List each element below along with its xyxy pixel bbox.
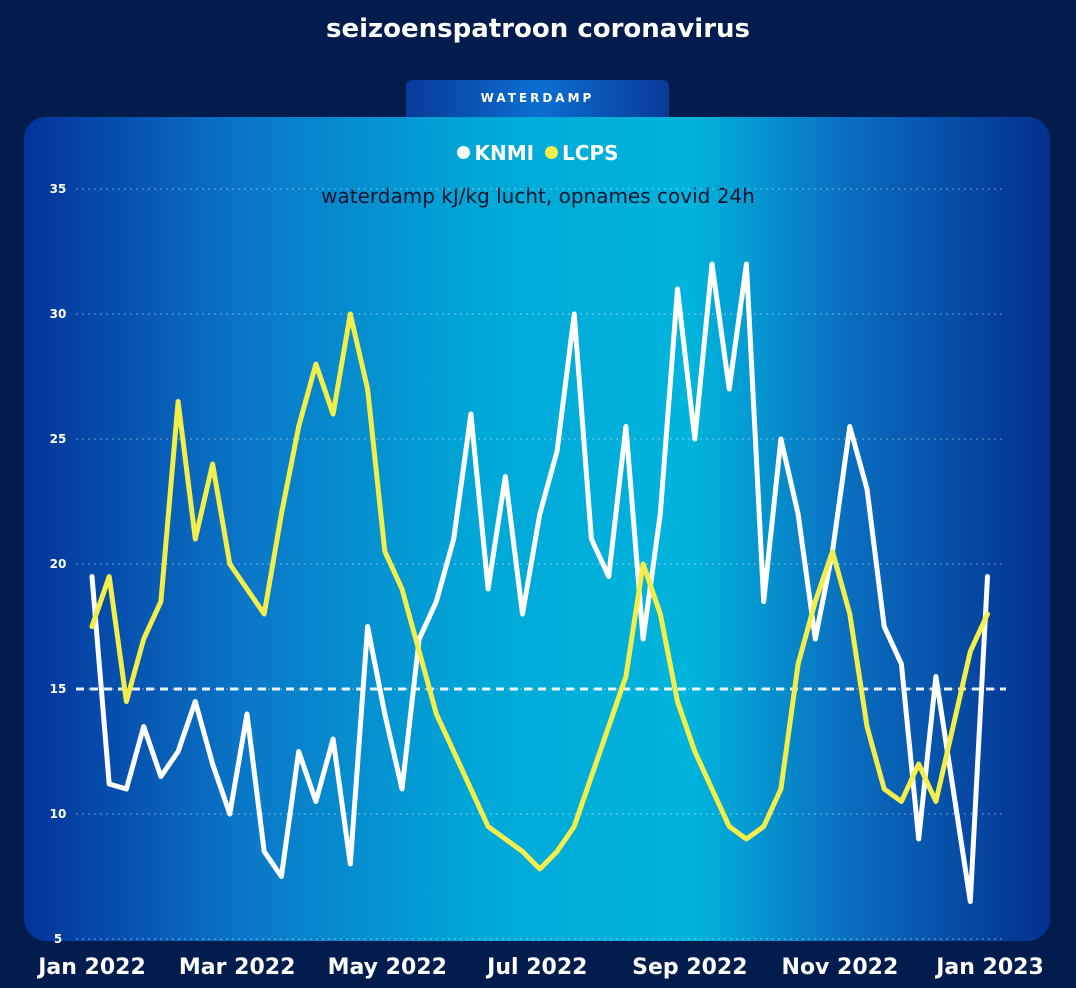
x-tick-label: Sep 2022	[632, 955, 747, 980]
tab-waterdamp[interactable]: WATERDAMP	[406, 80, 669, 117]
y-tick-label: 10	[50, 807, 67, 821]
legend-marker-knmi	[457, 146, 471, 159]
x-tick-label: Jan 2023	[934, 955, 1044, 980]
x-tick-label: Mar 2022	[179, 955, 295, 980]
chart-legend: KNMI LCPS	[0, 140, 1076, 165]
x-axis: Jan 2022 Mar 2022 May 2022 Jul 2022 Sep 2022…	[36, 955, 1044, 980]
x-tick-label: Jan 2022	[36, 955, 146, 980]
legend-item-lcps[interactable]: LCPS	[545, 140, 619, 165]
chart-subtitle: waterdamp kJ/kg lucht, opnames covid 24h	[321, 184, 755, 208]
legend-label-knmi: KNMI	[474, 140, 535, 165]
x-tick-label: Jul 2022	[485, 955, 587, 980]
legend-marker-lcps	[545, 146, 559, 159]
series-line-knmi	[89, 261, 990, 904]
series-layer	[89, 261, 990, 904]
y-tick-label: 25	[50, 432, 67, 446]
y-tick-label: 30	[50, 307, 67, 321]
legend-item-knmi[interactable]: KNMI	[457, 141, 534, 165]
page-title: seizoenspatroon coronavirus	[325, 14, 750, 44]
grid-layer: 5 10 15 20 25 30 35	[50, 182, 1006, 946]
series-line-lcps	[89, 311, 990, 872]
y-tick-label: 35	[50, 182, 67, 196]
legend-label-lcps: LCPS	[562, 140, 619, 165]
x-tick-label: May 2022	[328, 955, 447, 980]
y-tick-label: 5	[54, 932, 62, 946]
y-tick-label: 15	[50, 682, 67, 696]
y-tick-label: 20	[50, 557, 67, 571]
x-tick-label: Nov 2022	[782, 955, 899, 980]
